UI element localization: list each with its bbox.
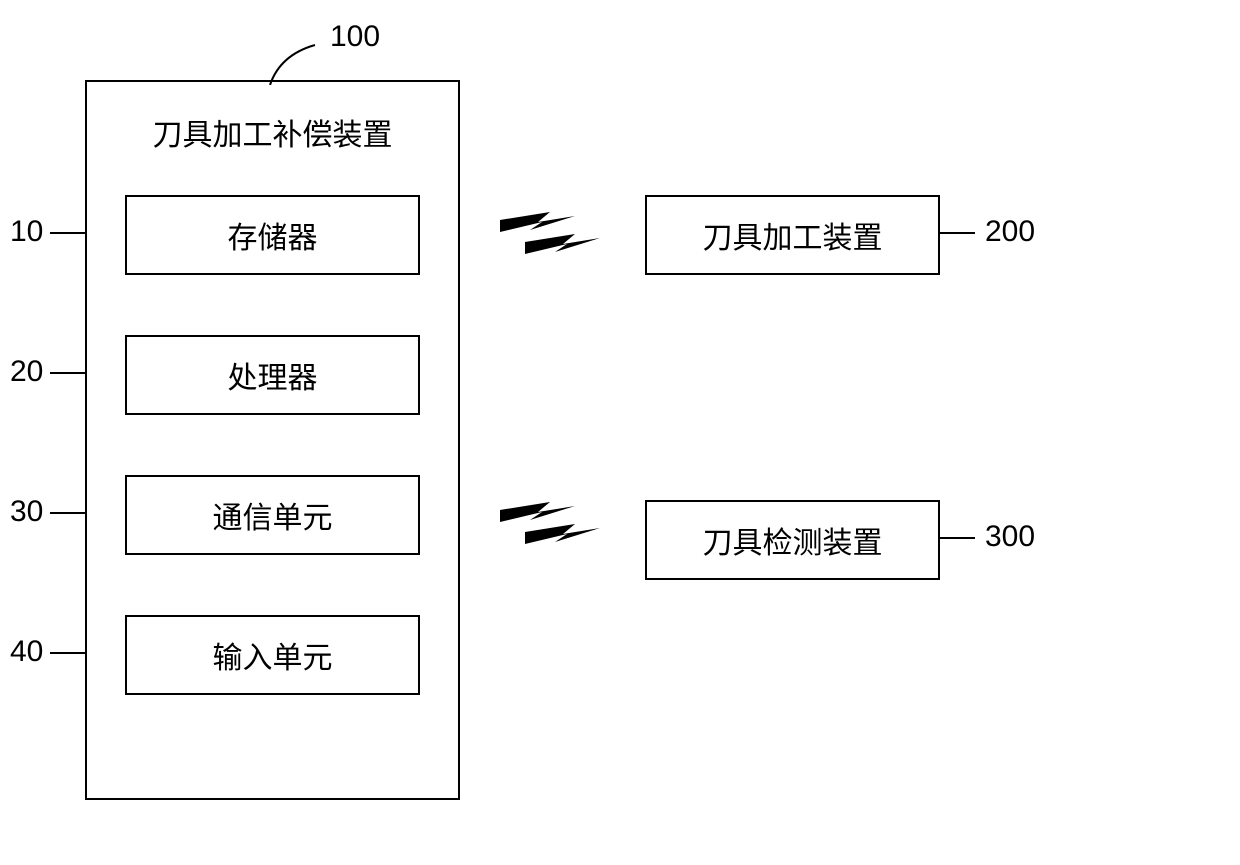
input-box: 输入单元 bbox=[125, 615, 420, 695]
machining-box-label: 刀具加工装置 bbox=[703, 213, 883, 257]
processor-box: 处理器 bbox=[125, 335, 420, 415]
input-leader bbox=[50, 652, 85, 654]
input-box-label: 输入单元 bbox=[213, 633, 333, 677]
storage-box-label: 存储器 bbox=[228, 213, 318, 257]
comm-ref: 30 bbox=[10, 495, 43, 529]
processor-box-label: 处理器 bbox=[228, 353, 318, 397]
main-box-ref: 100 bbox=[330, 20, 380, 54]
detection-leader bbox=[940, 537, 975, 539]
processor-ref: 20 bbox=[10, 355, 43, 389]
block-diagram: 刀具加工补偿装置 100 存储器 10 处理器 20 通信单元 30 输入单元 … bbox=[0, 0, 1240, 865]
processor-leader bbox=[50, 372, 85, 374]
machining-leader bbox=[940, 232, 975, 234]
machining-ref: 200 bbox=[985, 215, 1035, 249]
comm-leader bbox=[50, 512, 85, 514]
storage-box: 存储器 bbox=[125, 195, 420, 275]
input-ref: 40 bbox=[10, 635, 43, 669]
main-box-title: 刀具加工补偿装置 bbox=[85, 110, 460, 154]
zigzag-icon-top bbox=[490, 200, 610, 260]
machining-box: 刀具加工装置 bbox=[645, 195, 940, 275]
storage-ref: 10 bbox=[10, 215, 43, 249]
main-box-ref-curve bbox=[200, 30, 350, 85]
comm-box-label: 通信单元 bbox=[213, 493, 333, 537]
detection-ref: 300 bbox=[985, 520, 1035, 554]
comm-box: 通信单元 bbox=[125, 475, 420, 555]
storage-leader bbox=[50, 232, 85, 234]
detection-box-label: 刀具检测装置 bbox=[703, 518, 883, 562]
zigzag-icon-bottom bbox=[490, 490, 610, 550]
detection-box: 刀具检测装置 bbox=[645, 500, 940, 580]
